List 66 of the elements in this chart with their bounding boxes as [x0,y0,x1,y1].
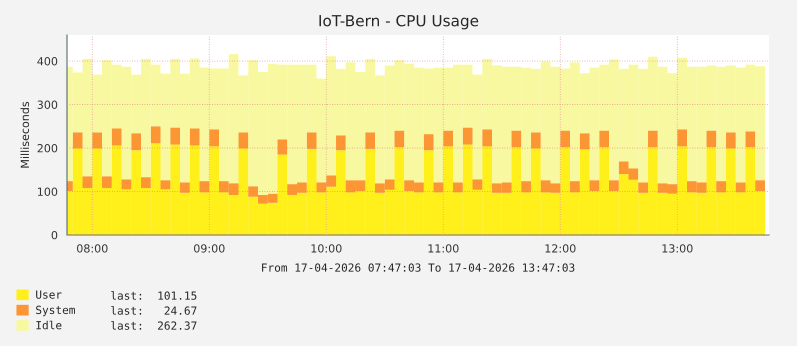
bar [512,130,522,148]
bar [365,132,376,149]
text: last: 24.67 [111,306,196,315]
bar [82,176,92,188]
bar [102,176,112,188]
x-tick-label: 08:00 [76,244,108,253]
legend-label: System [36,306,75,316]
bar [112,128,122,146]
text: last: 262.37 [111,321,196,330]
bar [638,182,648,193]
bar [170,128,180,145]
y-axis-title: Milliseconds [20,102,30,168]
chart-title: IoT-Bern - CPU Usage [319,14,478,30]
x-tick-label: 09:00 [194,244,225,253]
bar [209,129,220,146]
bar [590,180,600,192]
text: last: 101.15 [111,291,196,300]
bar [472,179,482,190]
bar [160,180,170,190]
bar [122,179,132,190]
bar [92,132,102,148]
bar [560,130,570,148]
bar [306,132,317,149]
bar [453,182,463,192]
bar [238,132,248,148]
bar [736,182,746,192]
x-tick-label: 13:00 [662,244,693,253]
x-tick-label: 10:00 [311,244,342,253]
bar [521,181,532,192]
y-tick-label: 200 [38,144,58,152]
y-tick-label: 400 [37,57,58,66]
bar [424,134,434,150]
bar [609,180,619,192]
bar [278,139,288,155]
legend-label: User [36,290,62,299]
bar [716,181,726,192]
legend-label: Idle [36,320,62,330]
y-tick-label: 0 [52,230,58,240]
bar [677,129,688,146]
bar [706,130,716,148]
bar [131,133,142,150]
bar [394,130,404,148]
y-tick-label: 300 [38,100,58,109]
bar [150,126,161,144]
bar [190,128,200,146]
bar [434,182,444,192]
bar [570,181,580,192]
x-tick-label: 11:00 [428,244,459,253]
y-tick-label: 100 [38,187,58,196]
x-tick-label: 12:00 [545,244,576,253]
bar [462,128,473,145]
bar [180,182,190,193]
bar [648,130,658,148]
bar [599,130,610,148]
bar [336,135,346,150]
bar [482,129,492,146]
bar [531,132,541,148]
bar [755,180,766,192]
x-axis-title: From 17-04-2026 07:47:03 To 17-04-2026 13:47:03 [262,263,574,272]
bar [141,177,151,188]
bar [200,181,210,192]
bar [580,133,590,150]
bar [746,132,756,148]
bar [726,132,736,148]
bar [72,132,83,148]
bar [443,130,454,146]
